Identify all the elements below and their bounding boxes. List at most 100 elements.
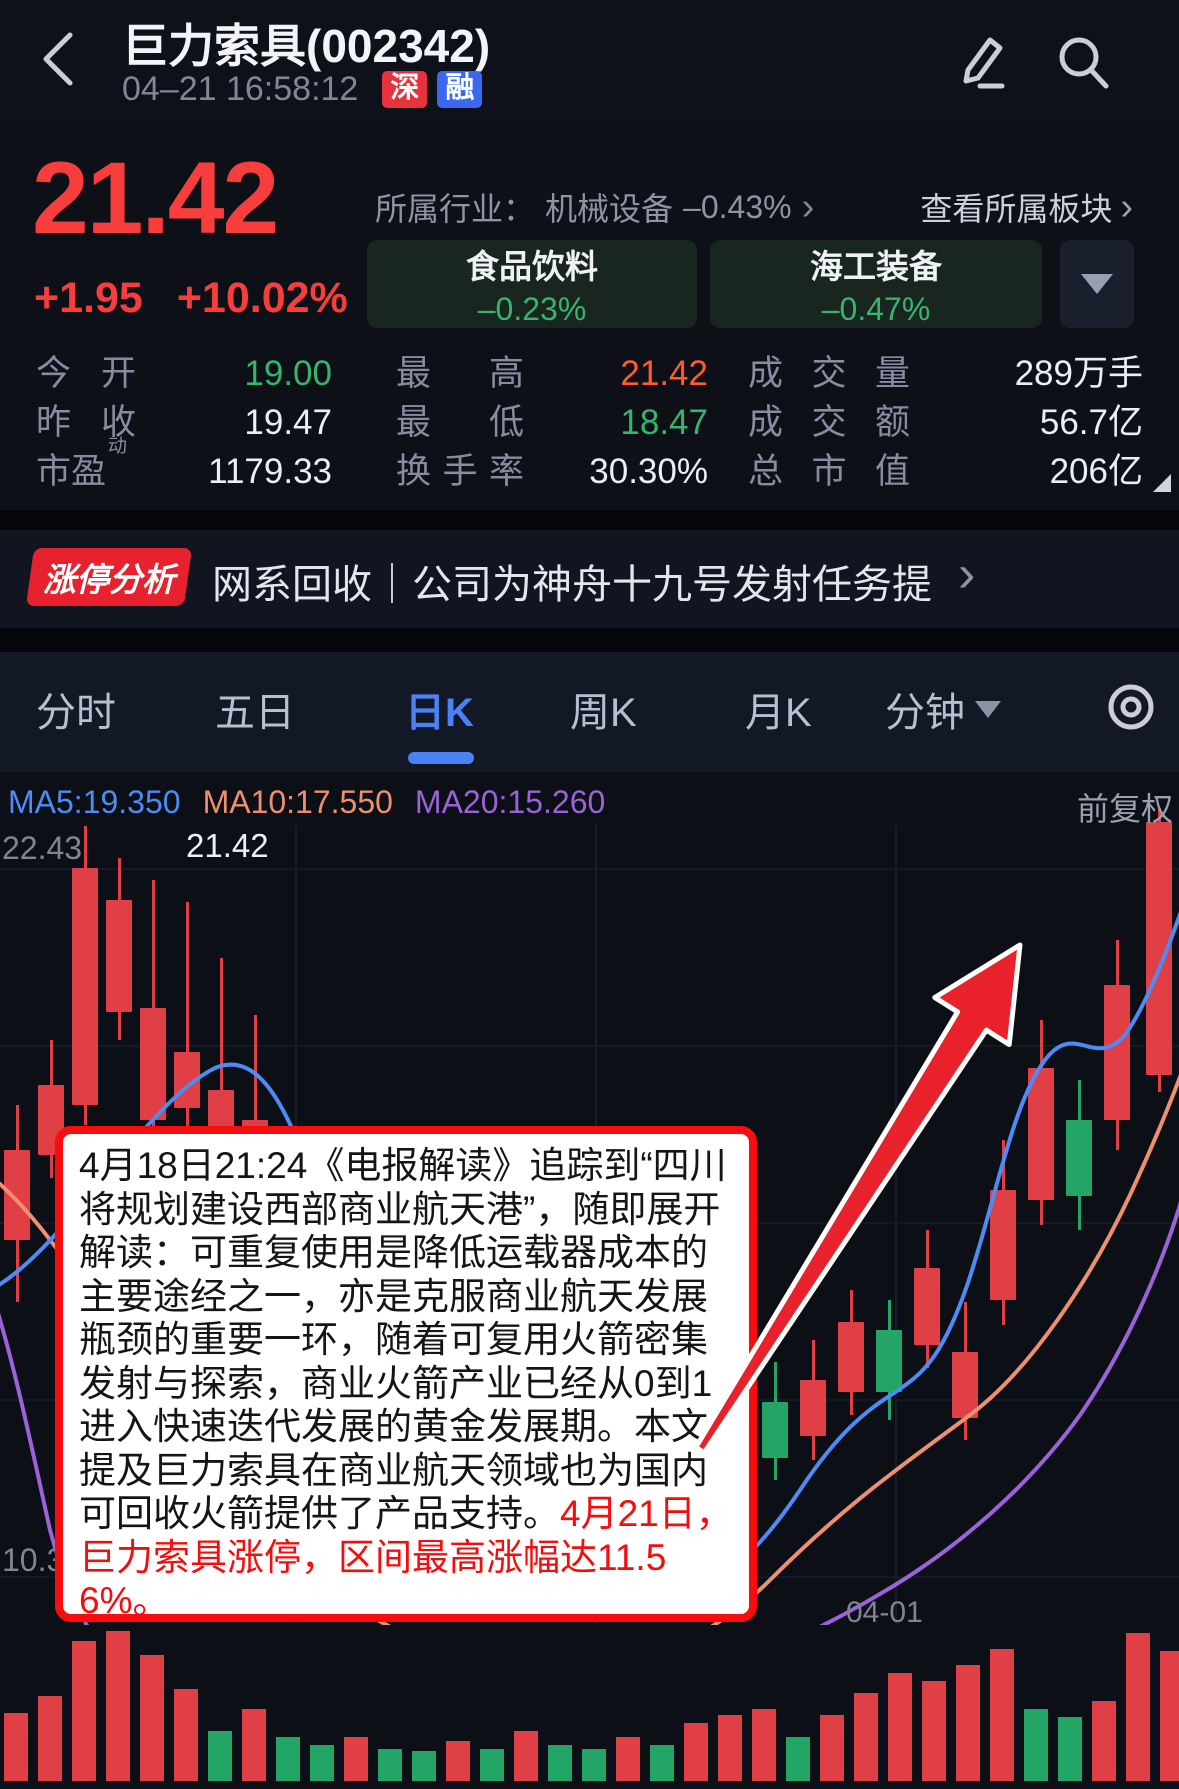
annotation-text: 4月18日21:24《电报解读》追踪到“四川将规划建设西部商业航天港”，随即展开… [79,1145,727,1534]
candle-body [4,1150,30,1240]
volume-bar [344,1737,368,1781]
volume-bar [718,1715,742,1781]
stat-cell: 总市值 206亿 [748,452,1143,491]
candle-body [1028,1068,1054,1200]
chart-period-tabs: 分时 五日 日K 周K 月K 分钟 [0,652,1179,772]
tab-分钟[interactable]: 分钟 [885,680,1001,738]
stat-cell: 最高 21.42 [396,354,708,393]
stat-cell: 昨收 19.47 [36,403,332,442]
volume-bar [1126,1633,1150,1781]
volume-pane [0,1625,1179,1789]
ma-legend: MA5:19.350 MA10:17.550 MA20:15.260 [8,784,605,821]
volume-bar [616,1737,640,1781]
volume-bar [310,1745,334,1781]
volume-bar [582,1749,606,1781]
volume-bar [786,1737,810,1781]
volume-bar [174,1689,198,1781]
volume-bar [1024,1709,1048,1781]
stat-cell: 市盈动 1179.33 [36,436,332,491]
candle-body [140,1008,166,1120]
adjustment-mode-label[interactable]: 前复权 [1076,791,1173,827]
volume-bar [1092,1701,1116,1781]
stats-grid: 今开 19.00 最高 21.42 成交量 289万手昨收 19.47 最低 18.47 成交额 5… [0,346,1179,493]
quote-panel: 21.42 +1.95 +10.02% 所属行业： 机械设备 –0.43% › … [0,118,1179,510]
market-badge: 深 [382,71,428,108]
last-price: 21.42 [32,141,279,255]
industry-name: 机械设备 [545,191,674,227]
stat-cell: 成交量 289万手 [748,354,1143,393]
volume-bar [140,1655,164,1781]
divider [0,510,1179,530]
candle-body [1066,1120,1092,1196]
volume-bar [854,1693,878,1781]
tab-分时[interactable]: 分时 [36,691,116,735]
volume-bar [888,1673,912,1781]
volume-bar [276,1737,300,1781]
volume-bar [820,1715,844,1781]
volume-bar [990,1649,1014,1781]
stats-row: 今开 19.00 最高 21.42 成交量 289万手 [0,346,1179,395]
volume-bar [38,1696,62,1781]
limit-up-analysis-banner[interactable]: 涨停分析 网系回收｜公司为神舟十九号发射任务提供了... › [0,530,1179,628]
volume-bar [1058,1717,1082,1781]
expand-corner-icon[interactable] [1153,474,1171,492]
stat-cell: 今开 19.00 [36,354,332,393]
kline-chart[interactable]: MA5:19.350 MA10:17.550 MA20:15.260 前复权 2… [0,772,1179,1789]
volume-bar [4,1713,28,1781]
edit-icon[interactable] [950,28,1014,92]
sector-chip-food[interactable]: 食品饮料 –0.23% [367,240,697,328]
divider [0,628,1179,652]
stat-cell: 换手率 30.30% [396,452,708,491]
axis-price-current: 21.42 [186,827,269,864]
gridline [0,1045,1179,1047]
volume-bar [106,1631,130,1781]
volume-bar [922,1681,946,1781]
news-annotation-box: 4月18日21:24《电报解读》追踪到“四川将规划建设西部商业航天港”，随即展开… [55,1126,757,1622]
volume-bar [514,1731,538,1781]
tab-五日[interactable]: 五日 [215,691,295,735]
ma5-value: MA5:19.350 [8,784,181,820]
stat-cell: 成交额 56.7亿 [748,403,1143,442]
industry-label: 所属行业： [375,191,536,227]
stat-cell: 最低 18.47 [396,403,708,442]
active-tab-underline [408,752,474,764]
chevron-down-icon [1081,274,1113,294]
annotation-text-highlight: 4月21日，巨力索具涨停，区间最高涨幅达11.56%。 [79,1493,733,1621]
volume-bar [684,1723,708,1781]
tab-周K[interactable]: 周K [570,691,637,735]
search-icon[interactable] [1052,30,1116,94]
change-amount: +1.95 [34,274,143,322]
volume-bar [446,1741,470,1781]
sector-chip-marine[interactable]: 海工装备 –0.47% [710,240,1042,328]
stats-row: 市盈动 1179.33 换手率 30.30% 总市值 206亿 [0,436,1179,493]
axis-price-low: 10.3 [2,1542,65,1578]
change-percent: +10.02% [176,274,348,322]
ma10-value: MA10:17.550 [202,784,393,820]
volume-bar [548,1745,572,1781]
stats-row: 昨收 19.47 最低 18.47 成交额 56.7亿 [0,395,1179,444]
candle-wick [186,902,189,1198]
app-header: 巨力索具(002342) 04–21 16:58:12 深融 [0,0,1179,118]
back-icon[interactable] [38,30,78,88]
axis-date-label: 04-01 [846,1596,923,1629]
chevron-right-icon: › [958,545,976,603]
gridline [0,868,1179,870]
volume-bar [412,1751,436,1781]
market-badge: 融 [437,71,483,108]
chevron-down-icon [975,700,1001,718]
tab-月K[interactable]: 月K [745,691,812,735]
price-change: +1.95 +10.02% [34,274,348,323]
candle-body [1104,985,1130,1120]
sector-dropdown-button[interactable] [1060,240,1134,328]
ma20-value: MA20:15.260 [414,784,606,820]
industry-change: –0.43% [683,188,792,225]
quote-timestamp: 04–21 16:58:12 [122,70,359,108]
chart-settings-icon[interactable] [1102,678,1160,736]
chevron-right-icon: › [1120,185,1133,228]
view-sector-link[interactable]: 查看所属板块 › [920,185,1133,228]
volume-bar [378,1749,402,1781]
industry-row[interactable]: 所属行业： 机械设备 –0.43% › [375,184,814,230]
tab-日K[interactable]: 日K [405,691,474,735]
limit-up-badge: 涨停分析 [25,548,193,606]
